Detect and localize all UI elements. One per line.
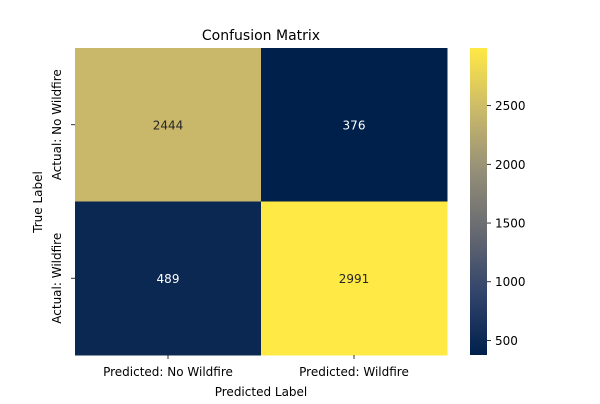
cell-annotations: 2444 376 489 2991 xyxy=(153,118,370,286)
cell-value-label: 2991 xyxy=(339,272,370,286)
x-axis-label: Predicted Label xyxy=(215,385,308,399)
heatmap-cell xyxy=(75,48,262,202)
x-axis-ticks: Predicted: No Wildfire Predicted: Wildfir… xyxy=(103,355,409,379)
heatmap-cell xyxy=(75,201,262,356)
colorbar: 500 1000 1500 2000 2500 xyxy=(470,48,526,355)
y-tick-label: Actual: Wildfire xyxy=(50,233,64,324)
y-axis-label: True Label xyxy=(31,171,45,234)
cell-value-label: 2444 xyxy=(153,118,184,132)
y-tick-label: Actual: No Wildfire xyxy=(50,69,64,180)
cell-value-label: 489 xyxy=(157,272,180,286)
heatmap-cell xyxy=(261,201,448,356)
heatmap-cell xyxy=(261,48,448,202)
heatmap-cells xyxy=(75,48,448,356)
colorbar-tick-label: 2000 xyxy=(495,158,526,172)
colorbar-tick-label: 2500 xyxy=(495,99,526,113)
chart-title: Confusion Matrix xyxy=(202,28,320,44)
colorbar-ticks: 500 1000 1500 2000 2500 xyxy=(487,99,526,348)
colorbar-gradient xyxy=(470,48,487,355)
colorbar-tick-label: 1500 xyxy=(495,217,526,231)
colorbar-tick-label: 500 xyxy=(495,334,518,348)
cell-value-label: 376 xyxy=(343,118,366,132)
x-tick-label: Predicted: No Wildfire xyxy=(103,365,233,379)
y-axis-ticks: Actual: No Wildfire Actual: Wildfire xyxy=(50,69,75,324)
x-tick-label: Predicted: Wildfire xyxy=(299,365,409,379)
colorbar-tick-label: 1000 xyxy=(495,275,526,289)
